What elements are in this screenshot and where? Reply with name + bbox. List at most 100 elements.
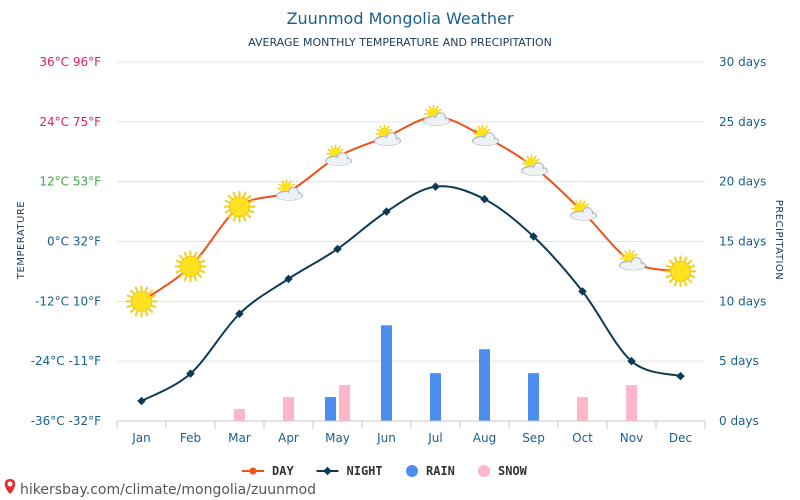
sun-ray xyxy=(232,191,237,198)
grid-lines xyxy=(117,61,705,422)
legend-item-rain: RAIN xyxy=(406,464,455,478)
sun-ray xyxy=(199,269,206,274)
source-link[interactable]: hikersbay.com/climate/mongolia/zuunmod xyxy=(4,479,316,498)
sun-ray xyxy=(689,274,696,279)
sun-ray xyxy=(437,108,442,112)
rain-bar xyxy=(479,349,490,421)
map-pin-icon xyxy=(4,479,16,494)
night-point xyxy=(235,309,244,319)
left-tick-label: 0°C 32°F xyxy=(47,235,101,249)
sun-ray xyxy=(126,294,133,299)
sun-ray xyxy=(665,274,672,279)
left-axis-title: TEMPERATURE xyxy=(16,201,27,280)
x-tick-label: Mar xyxy=(228,431,251,445)
partly-cloudy-icon xyxy=(570,199,597,221)
sun-ray xyxy=(290,183,295,187)
sun-ray xyxy=(134,286,139,293)
sun-ray xyxy=(288,180,292,185)
sun-ray xyxy=(523,158,528,162)
sun-ray xyxy=(148,308,154,313)
sun-icon xyxy=(223,190,256,223)
night-point xyxy=(431,182,440,191)
snow-bar xyxy=(626,385,637,421)
right-tick-label: 20 days xyxy=(719,175,766,189)
precipitation-bars xyxy=(234,325,637,421)
sun-ray xyxy=(248,209,255,214)
sun-ray xyxy=(339,148,344,152)
sun-ray xyxy=(248,199,255,204)
x-tick-label: Feb xyxy=(180,431,201,445)
x-tick-label: Aug xyxy=(473,431,496,445)
sun-ray xyxy=(175,259,182,264)
partly-cloudy-icon xyxy=(325,144,352,166)
sun-ray xyxy=(150,294,157,299)
day-line xyxy=(140,115,681,303)
night-point xyxy=(627,356,636,366)
sun-ray xyxy=(486,128,491,132)
legend-marker xyxy=(406,465,418,477)
x-tick-label: Jun xyxy=(376,431,396,445)
sun-ray xyxy=(193,251,198,258)
legend-marker xyxy=(478,465,490,477)
cloud-fill xyxy=(473,138,498,146)
sun-ray xyxy=(665,264,672,269)
cloud-fill xyxy=(375,138,400,146)
sun-ray xyxy=(232,215,237,222)
night-point xyxy=(578,287,587,296)
sun-ray xyxy=(435,105,439,110)
sun-ray xyxy=(621,253,626,257)
legend: DAY NIGHT RAIN SNOW xyxy=(242,464,528,478)
sun-ray xyxy=(197,254,203,260)
partly-cloudy-icon xyxy=(276,179,303,201)
x-tick-label: Sep xyxy=(522,431,545,445)
sun-ray xyxy=(197,273,203,279)
sun-ray xyxy=(193,275,198,282)
sun-ray xyxy=(376,128,381,132)
night-point xyxy=(137,396,146,406)
night-point xyxy=(676,371,685,381)
x-axis: Jan Feb Mar Apr May Jun Jul Aug Sep Oct Nov Dec xyxy=(116,420,706,445)
legend-label: DAY xyxy=(272,464,294,478)
sun-ray xyxy=(683,256,688,263)
sun-ray xyxy=(175,269,182,274)
snow-bar xyxy=(234,409,245,421)
cloud-fill xyxy=(424,118,449,126)
x-tick-label: Oct xyxy=(572,431,593,445)
sun-ray xyxy=(246,194,252,200)
night-point xyxy=(284,274,293,284)
sun-ray xyxy=(242,215,247,222)
night-point xyxy=(382,207,391,216)
night-point xyxy=(333,244,342,254)
legend-label: NIGHT xyxy=(347,464,383,478)
sun-ray xyxy=(199,259,206,264)
sun-ray xyxy=(183,275,188,282)
rain-bar xyxy=(325,397,336,421)
sun-ray xyxy=(582,200,586,205)
sun-ray xyxy=(428,105,432,110)
right-axis-title: PRECIPITATION xyxy=(773,200,784,281)
right-tick-label: 10 days xyxy=(719,294,766,308)
sun-ray xyxy=(631,250,635,254)
sun-ray xyxy=(178,273,184,279)
sun-ray xyxy=(144,310,149,317)
legend-item-day: DAY xyxy=(242,464,294,478)
sun-disc xyxy=(670,260,691,282)
right-tick-label: 30 days xyxy=(719,55,766,69)
sun-ray xyxy=(668,278,674,284)
partly-cloudy-icon xyxy=(374,124,401,146)
right-tick-label: 5 days xyxy=(719,354,759,368)
x-tick-label: Dec xyxy=(669,431,692,445)
sun-ray xyxy=(477,125,481,130)
left-tick-label: 36°C 96°F xyxy=(39,55,101,69)
left-tick-label: -12°C 10°F xyxy=(35,294,101,308)
x-tick-label: Nov xyxy=(620,431,643,445)
weather-icons xyxy=(125,104,697,318)
chart-title: Zuunmod Mongolia Weather xyxy=(287,9,514,28)
sun-ray xyxy=(575,200,579,205)
sun-ray xyxy=(183,251,188,258)
left-tick-label: 24°C 75°F xyxy=(39,115,101,129)
x-tick-label: May xyxy=(325,431,350,445)
sun-ray xyxy=(144,286,149,293)
source-url: hikersbay.com/climate/mongolia/zuunmod xyxy=(20,482,316,498)
